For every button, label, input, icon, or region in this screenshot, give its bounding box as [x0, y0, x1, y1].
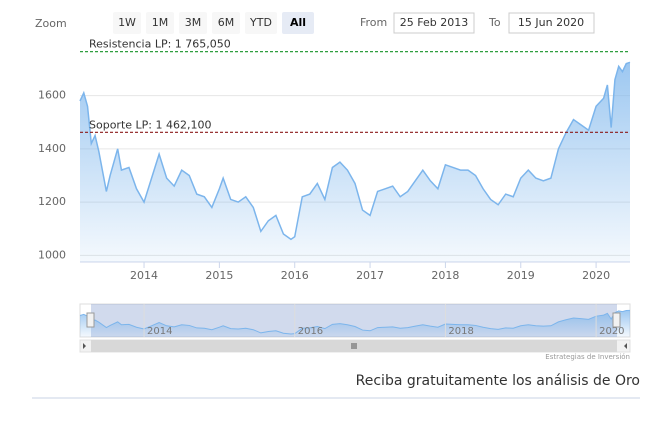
to-input[interactable] — [508, 12, 595, 34]
zoom-button[interactable] — [282, 12, 314, 34]
zoom-button-label: 1W — [118, 16, 136, 29]
plot-line-label: Resistencia LP: 1 765,050 — [89, 38, 231, 51]
zoom-button-label: 3M — [185, 16, 202, 29]
x-tick-label: 2017 — [356, 269, 384, 282]
zoom-button[interactable] — [179, 12, 207, 34]
navigator-tick-label: 2016 — [298, 326, 323, 337]
navigator-handle[interactable] — [86, 312, 95, 328]
x-tick-label: 2018 — [431, 269, 459, 282]
from-label: From — [360, 16, 387, 29]
credits: Estrategias de Inversión — [545, 353, 630, 361]
navigator-handle[interactable] — [612, 312, 621, 328]
zoom-button-label: All — [290, 16, 306, 29]
zoom-label: Zoom — [35, 17, 67, 30]
zoom-button-label: 1M — [152, 16, 169, 29]
zoom-button[interactable] — [113, 12, 141, 34]
navigator-line — [79, 309, 631, 335]
series-line — [79, 61, 631, 241]
x-tick-label: 2015 — [205, 269, 233, 282]
footer-text: Reciba gratuitamente los análisis de Oro — [356, 373, 640, 389]
to-label: To — [488, 16, 501, 29]
y-tick-label: 1000 — [38, 248, 66, 261]
y-tick-label: 1400 — [38, 142, 66, 155]
scrollbar-grip — [351, 343, 357, 349]
zoom-button-label: YTD — [249, 16, 272, 29]
x-tick-label: 2014 — [130, 269, 158, 282]
y-tick-label: 1200 — [38, 195, 66, 208]
zoom-button-label: 6M — [218, 16, 235, 29]
navigator-area — [80, 310, 630, 337]
from-input[interactable] — [393, 12, 475, 34]
navigator-tick-label: 2014 — [147, 326, 172, 337]
x-tick-label: 2016 — [281, 269, 309, 282]
zoom-button[interactable] — [146, 12, 174, 34]
to-value: 15 Jun 2020 — [518, 16, 584, 29]
navigator-tick-label: 2018 — [448, 326, 473, 337]
zoom-button[interactable] — [245, 12, 277, 34]
navigator-tick-label: 2020 — [599, 326, 624, 337]
from-value: 25 Feb 2013 — [400, 16, 468, 29]
series-area — [80, 62, 630, 262]
x-tick-label: 2020 — [582, 269, 610, 282]
zoom-button[interactable] — [212, 12, 240, 34]
plot-line-label: Soporte LP: 1 462,100 — [89, 118, 211, 131]
x-tick-label: 2019 — [507, 269, 535, 282]
y-tick-label: 1600 — [38, 89, 66, 102]
